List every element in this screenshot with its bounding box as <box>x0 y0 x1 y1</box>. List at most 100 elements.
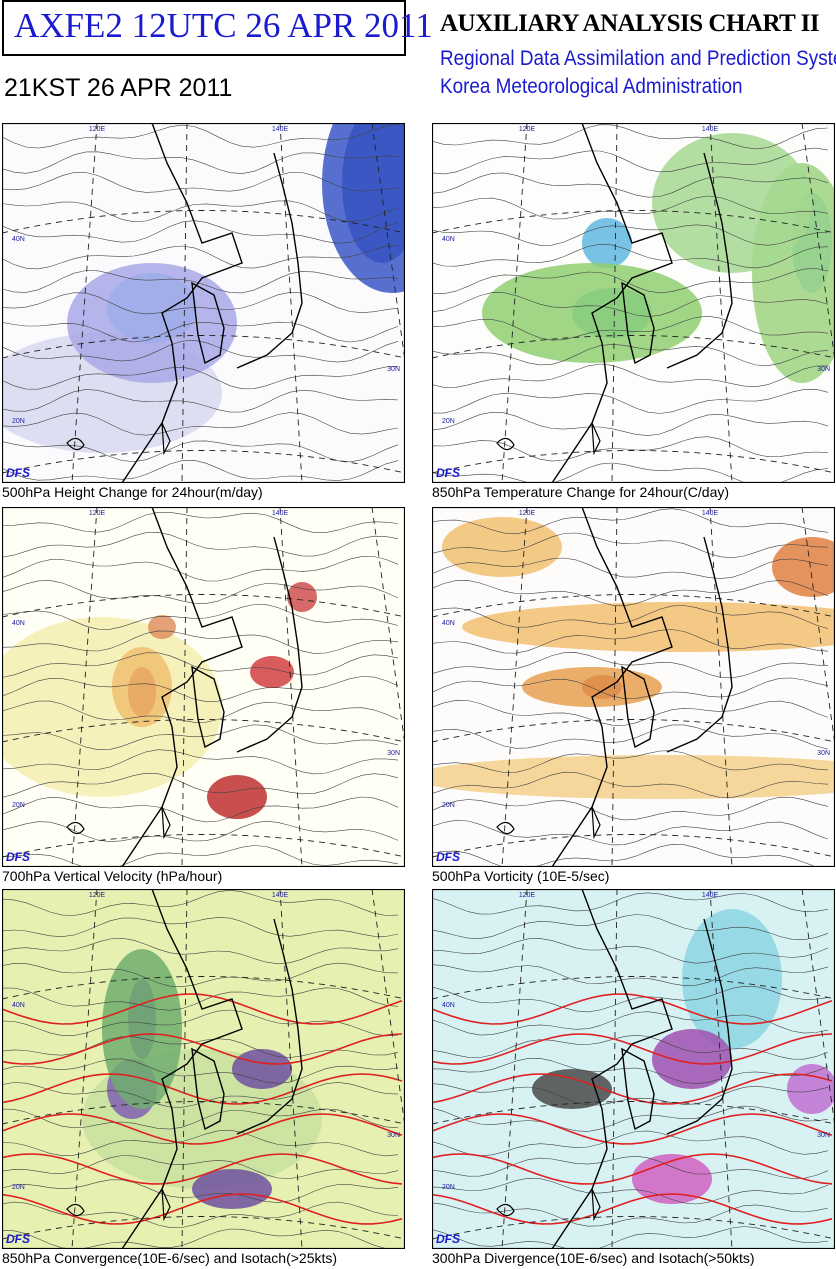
grid-label: 40N <box>442 620 455 627</box>
contour-line <box>2 440 399 463</box>
longitude-line <box>371 889 405 1130</box>
contour-line <box>432 985 829 1013</box>
grid-label: 20N <box>442 418 455 425</box>
panel-caption: 850hPa Convergence(10E-6/sec) and Isotac… <box>2 1250 338 1266</box>
longitude-line <box>709 507 733 867</box>
contour-line <box>432 843 819 867</box>
contour-line <box>432 315 829 341</box>
coastline <box>621 665 655 749</box>
longitude-line <box>501 507 528 867</box>
shaded-area <box>772 537 835 597</box>
longitude-line <box>279 123 303 483</box>
contour-line <box>2 630 399 654</box>
contour-line <box>2 200 399 223</box>
contour-line <box>2 389 399 413</box>
latitude-line <box>432 976 835 1000</box>
isotach-line <box>2 1193 403 1225</box>
model-logo: DFS <box>6 466 30 480</box>
longitude-line <box>71 123 98 483</box>
longitude-line <box>371 123 405 364</box>
contour-line <box>2 1036 399 1058</box>
map-panel: 120E 140E 40N 30N 20N DFS <box>432 123 835 483</box>
contour-line <box>432 819 829 846</box>
grid-label: 140E <box>702 892 719 899</box>
contour-line <box>432 938 829 964</box>
contour-line <box>2 652 399 678</box>
latitude-line <box>2 976 405 1000</box>
grid-label: 30N <box>387 366 400 373</box>
panel-border <box>2 507 405 867</box>
isotach-line <box>432 1113 833 1145</box>
shaded-area <box>322 123 405 293</box>
contour-line <box>2 412 399 436</box>
shaded-area <box>522 667 662 707</box>
latitude-line <box>2 834 405 858</box>
contour-line <box>2 962 399 988</box>
coastline <box>496 806 601 840</box>
contour-line <box>2 580 399 604</box>
contour-line <box>2 124 399 149</box>
panel-border <box>432 507 835 867</box>
panel-caption: 700hPa Vertical Velocity (hPa/hour) <box>2 868 223 884</box>
longitude-line <box>181 507 188 867</box>
shaded-area <box>652 1029 732 1089</box>
contour-line <box>432 388 829 414</box>
shaded-area <box>207 775 267 819</box>
contour-line <box>2 1082 399 1108</box>
contour-line <box>2 556 399 582</box>
isotach-line <box>2 993 403 1025</box>
contour-line <box>2 676 399 702</box>
latitude-line <box>432 335 835 359</box>
map-panel: 120E 140E 40N 30N 20N DFS <box>432 507 835 867</box>
grid-label: 140E <box>272 126 289 133</box>
shaded-area <box>192 1169 272 1209</box>
isotach-line <box>432 1153 833 1185</box>
latitude-line <box>2 594 405 618</box>
contour-line <box>432 462 829 483</box>
contour-line <box>2 270 399 294</box>
map-panel: 120E 140E 40N 30N 20N DFS <box>432 889 835 1249</box>
shaded-area <box>787 1064 835 1114</box>
longitude-line <box>709 889 733 1249</box>
contour-line <box>2 321 399 343</box>
contour-line <box>2 1155 399 1179</box>
contour-line <box>432 1057 829 1085</box>
isotach-line <box>432 1193 833 1225</box>
coastline <box>621 281 655 365</box>
contour-line <box>2 724 399 751</box>
contour-line <box>432 1202 829 1227</box>
contour-line <box>432 411 829 436</box>
contour-line <box>2 1009 399 1037</box>
coastline <box>551 507 673 867</box>
contour-line <box>432 629 829 654</box>
grid-label: 20N <box>442 802 455 809</box>
coastline <box>496 422 601 456</box>
shaded-area <box>102 949 182 1109</box>
contour-line <box>432 292 829 317</box>
contour-line <box>2 531 399 558</box>
contour-line <box>432 195 829 220</box>
contour-line <box>2 459 399 481</box>
latitude-line <box>432 719 835 743</box>
coastline <box>551 889 673 1249</box>
grid-label: 120E <box>519 892 536 899</box>
grid-label: 20N <box>12 418 25 425</box>
coastline <box>551 123 673 483</box>
shaded-area <box>652 133 812 273</box>
contour-line <box>432 892 829 915</box>
grid-label: 30N <box>817 1132 830 1139</box>
coastline <box>121 889 243 1249</box>
grid-label: 120E <box>519 126 536 133</box>
contour-line <box>2 151 399 174</box>
isotach-line <box>432 1073 833 1105</box>
contour-line <box>2 512 399 533</box>
longitude-line <box>181 889 188 1249</box>
latitude-line <box>2 1101 405 1125</box>
longitude-line <box>709 123 733 483</box>
contour-line <box>2 749 399 775</box>
panel-border <box>2 889 405 1249</box>
grid-label: 40N <box>12 620 25 627</box>
latitude-line <box>2 335 405 359</box>
model-logo: DFS <box>6 1232 30 1246</box>
